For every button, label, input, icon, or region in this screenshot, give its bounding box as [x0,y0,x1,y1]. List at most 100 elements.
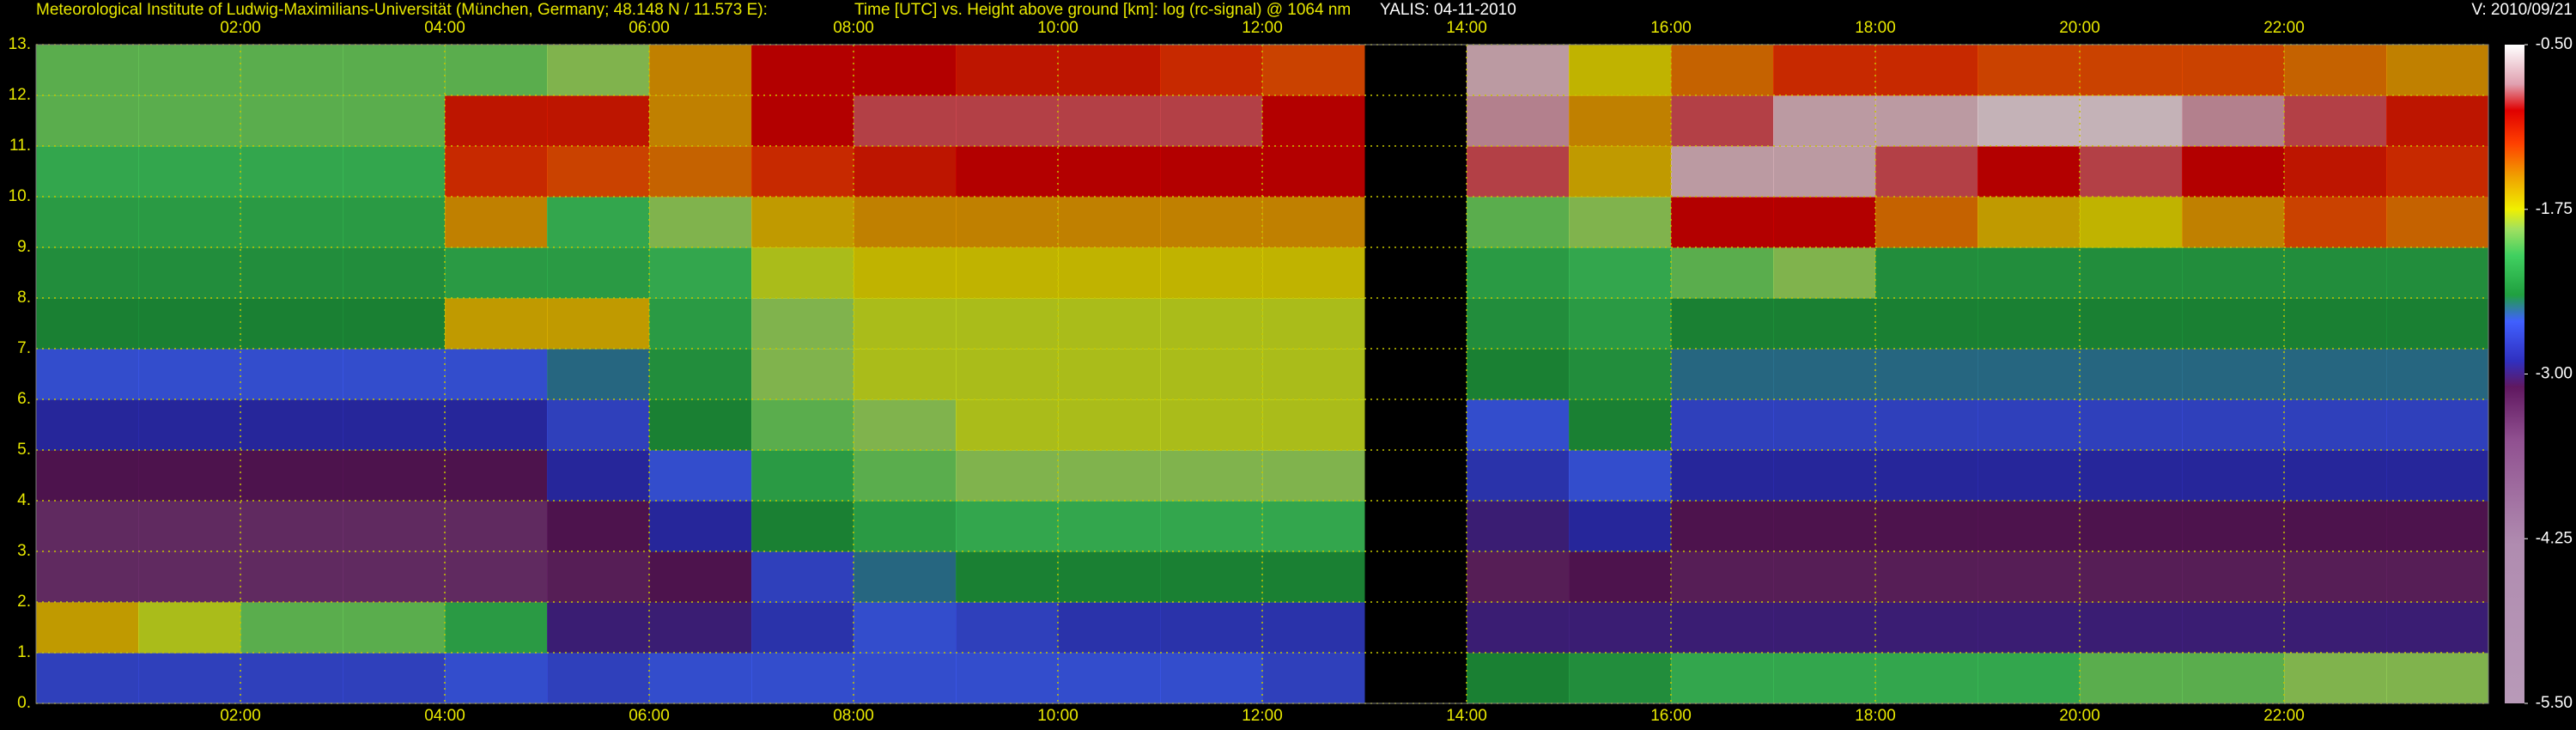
heat-cell [240,298,343,350]
chart-title: Time [UTC] vs. Height above ground [km]:… [854,1,1351,19]
heat-cell [1875,602,1978,654]
heat-cell [138,399,241,451]
heat-cell [649,349,752,400]
heat-cell [649,146,752,198]
heat-cell [1262,95,1365,147]
heat-cell [956,146,1059,198]
heat-cell [445,501,548,552]
heat-cell [649,298,752,350]
heat-cell [649,602,752,654]
heat-cell [1262,247,1365,299]
heat-cell [1569,399,1672,451]
heat-cell [1875,399,1978,451]
heat-cell [956,399,1059,451]
heat-cell [2386,349,2489,400]
heat-cell [956,450,1059,502]
heat-cell [956,551,1059,603]
heat-cell [751,146,854,198]
heat-cell [1160,450,1263,502]
heat-cell [2284,349,2387,400]
x-tick-label-top: 20:00 [2059,19,2100,37]
heat-cell [1467,551,1570,603]
x-tick-label: 08:00 [833,707,874,725]
heat-cell [36,450,139,502]
heat-cell [1058,146,1161,198]
x-tick-label-top: 10:00 [1037,19,1078,37]
heat-cell [2386,450,2489,502]
heat-cell [1978,602,2081,654]
heat-cell [649,653,752,704]
heat-cell [547,450,650,502]
heat-cell [1875,146,1978,198]
heat-cell [2182,653,2285,704]
heat-cell [751,298,854,350]
y-tick-label: 13. [9,35,31,53]
heat-cell [854,399,957,451]
heat-cell [1978,146,2081,198]
colorbar-tick-label: -1.75 [2536,200,2573,218]
heat-cell [956,349,1059,400]
heat-cell [1262,653,1365,704]
heat-cell [2182,602,2285,654]
heat-cell [1671,399,1774,451]
heat-cell [1160,247,1263,299]
heat-cell [2386,197,2489,248]
heat-cell [1262,45,1365,96]
heat-cell [2386,146,2489,198]
colorbar-tick-label: -4.25 [2536,529,2573,547]
heat-cell [1773,602,1876,654]
heat-cell [1467,399,1570,451]
heat-cell [1058,45,1161,96]
heat-cell [1773,247,1876,299]
heat-cell [547,551,650,603]
x-tick-label-top: 22:00 [2263,19,2305,37]
heat-cell [547,45,650,96]
heat-cell [854,95,957,147]
heat-cell [547,602,650,654]
heat-cell [240,95,343,147]
heat-cell [1058,197,1161,248]
heat-cell [1160,602,1263,654]
heat-cell [854,349,957,400]
heat-cell [1467,247,1570,299]
heat-cell [1875,247,1978,299]
heat-cell [1467,653,1570,704]
x-tick-label-top: 12:00 [1242,19,1283,37]
heat-cell [343,146,446,198]
heat-cell [2284,197,2387,248]
heat-cell [2386,602,2489,654]
y-tick-label: 8. [17,289,31,307]
heat-cell [343,653,446,704]
heat-cell [1058,399,1161,451]
heat-cell [1773,450,1876,502]
heat-cell [138,653,241,704]
heat-cell [649,501,752,552]
heat-cell [1773,197,1876,248]
heat-cell [1160,551,1263,603]
heat-cell [547,197,650,248]
x-tick-label-top: 08:00 [833,19,874,37]
heat-cell [1773,349,1876,400]
heat-cell [138,298,241,350]
heat-cell [2182,399,2285,451]
heat-cell [547,349,650,400]
heat-cell [2386,653,2489,704]
heat-cell [2080,450,2183,502]
heat-cell [1671,501,1774,552]
heat-cell [1058,247,1161,299]
heat-cell [343,197,446,248]
colorbar-tick-label: -5.50 [2536,694,2573,712]
heat-cell [2284,298,2387,350]
heat-cell [445,399,548,451]
heat-cell [1773,399,1876,451]
heat-cell [1467,95,1570,147]
x-tick-label-top: 04:00 [424,19,465,37]
heat-cell [1671,247,1774,299]
heat-cell [1569,197,1672,248]
heat-cell [1160,349,1263,400]
heat-cell [1160,399,1263,451]
heat-cell [445,602,548,654]
heat-cell [1671,95,1774,147]
colorbar-tick-label: -0.50 [2536,35,2573,53]
